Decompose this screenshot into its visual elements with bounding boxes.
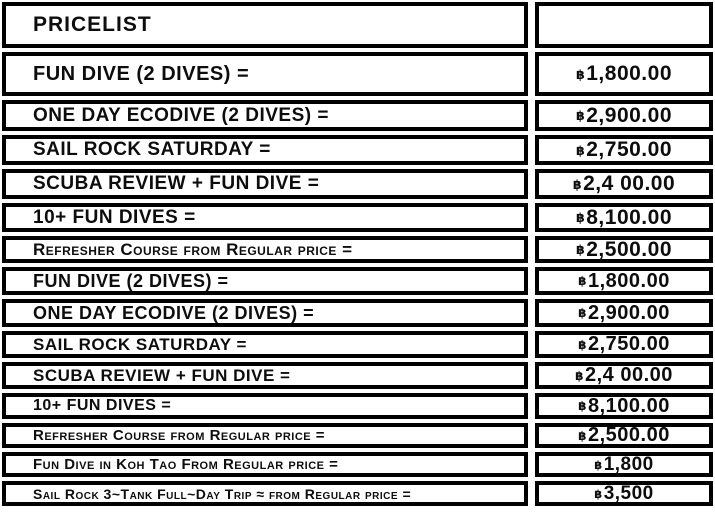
table-row: SAIL ROCK SATURDAY = ฿ 2,750.00 [2,135,713,165]
baht-currency-symbol: ฿ [578,306,587,320]
baht-currency-symbol: ฿ [575,109,586,123]
price-cell: ฿ 2,900.00 [535,100,713,131]
price-amount: 1,800 [603,453,654,475]
item-label: SAIL ROCK SATURDAY = [2,135,528,165]
table-row: SAIL ROCK SATURDAY = ฿ 2,750.00 [2,331,713,358]
pricelist-header-row: PRICELIST [2,2,713,48]
item-label: FUN DIVE (2 DIVES) = [2,267,528,295]
table-row: SCUBA REVIEW + FUN DIVE = ฿ 2,4 00.00 [2,169,713,199]
price-amount: 2,500.00 [586,237,672,261]
price-amount: 3,500 [603,482,654,504]
table-row: ONE DAY ECODIVE (2 DIVES) = ฿ 2,900.00 [2,299,713,327]
baht-currency-symbol: ฿ [575,211,586,225]
item-label: Sail Rock 3~Tank Full~Day Trip ≈ from Re… [2,481,528,506]
pricelist-header-price-cell [535,2,713,48]
price-cell: ฿ 1,800.00 [535,52,713,96]
table-row: 10+ FUN DIVES = ฿ 8,100.00 [2,393,713,419]
table-row: SCUBA REVIEW + FUN DIVE = ฿ 2,4 00.00 [2,362,713,389]
price-amount: 2,500.00 [588,424,670,446]
item-label: 10+ FUN DIVES = [2,203,528,232]
baht-currency-symbol: ฿ [594,459,603,472]
price-cell: ฿ 2,500.00 [535,236,713,263]
baht-currency-symbol: ฿ [575,67,586,82]
table-row: FUN DIVE (2 DIVES) = ฿ 1,800.00 [2,267,713,295]
price-amount: 2,900.00 [588,301,670,324]
price-cell: ฿ 3,500 [535,481,713,506]
item-label: SAIL ROCK SATURDAY = [2,331,528,358]
price-cell: ฿ 2,900.00 [535,299,713,327]
price-cell: ฿ 2,750.00 [535,331,713,358]
price-cell: ฿ 2,500.00 [535,423,713,448]
price-cell: ฿ 2,750.00 [535,135,713,165]
table-row: 10+ FUN DIVES = ฿ 8,100.00 [2,203,713,232]
baht-currency-symbol: ฿ [578,274,587,288]
baht-currency-symbol: ฿ [594,488,603,501]
price-amount: 2,900.00 [586,103,672,127]
item-label: ONE DAY ECODIVE (2 DIVES) = [2,299,528,327]
table-row: Sail Rock 3~Tank Full~Day Trip ≈ from Re… [2,481,713,506]
price-cell: ฿ 2,4 00.00 [535,169,713,199]
item-label: Refresher Course from Regular price = [2,423,528,448]
table-row: FUN DIVE (2 DIVES) = ฿ 1,800.00 [2,52,713,96]
table-row: Refresher Course from Regular price = ฿ 2… [2,423,713,448]
baht-currency-symbol: ฿ [575,143,586,158]
price-amount: 2,750.00 [586,138,672,161]
baht-currency-symbol: ฿ [578,337,587,352]
table-row: ONE DAY ECODIVE (2 DIVES) = ฿ 2,900.00 [2,100,713,131]
price-cell: ฿ 2,4 00.00 [535,362,713,389]
item-label: SCUBA REVIEW + FUN DIVE = [2,169,528,199]
item-label: 10+ FUN DIVES = [2,393,528,419]
price-amount: 1,800.00 [586,62,672,85]
item-label: Fun Dive in Koh Tao From Regular price = [2,452,528,477]
item-label: Refresher Course from Regular price = [2,236,528,263]
price-amount: 2,4 00.00 [584,364,673,386]
table-row: Fun Dive in Koh Tao From Regular price =… [2,452,713,477]
price-amount: 2,750.00 [588,333,670,355]
pricelist-title: PRICELIST [2,2,528,48]
price-cell: ฿ 1,800.00 [535,267,713,295]
price-amount: 8,100.00 [588,394,670,417]
price-cell: ฿ 1,800 [535,452,713,477]
baht-currency-symbol: ฿ [575,368,584,383]
price-amount: 8,100.00 [586,205,672,229]
price-cell: ฿ 8,100.00 [535,393,713,419]
item-label: SCUBA REVIEW + FUN DIVE = [2,362,528,389]
price-amount: 2,4 00.00 [583,172,676,195]
table-row: Refresher Course from Regular price = ฿ 2… [2,236,713,263]
item-label: ONE DAY ECODIVE (2 DIVES) = [2,100,528,131]
price-amount: 1,800.00 [588,269,670,292]
baht-currency-symbol: ฿ [578,399,587,413]
item-label: FUN DIVE (2 DIVES) = [2,52,528,96]
baht-currency-symbol: ฿ [578,428,587,443]
baht-currency-symbol: ฿ [575,243,586,257]
price-cell: ฿ 8,100.00 [535,203,713,232]
baht-currency-symbol: ฿ [572,177,583,192]
